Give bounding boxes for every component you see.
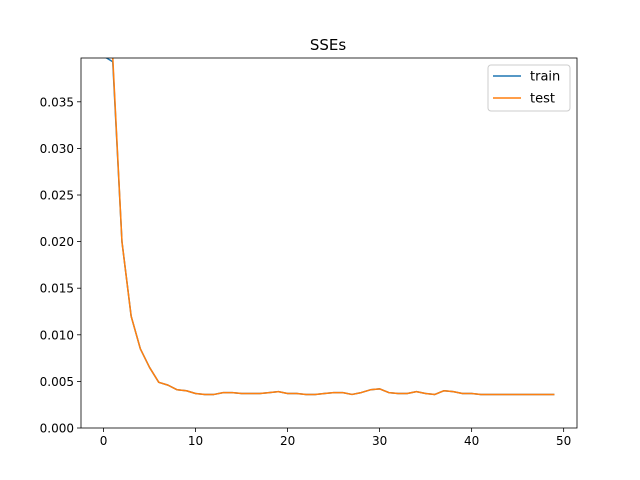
series-line-test (112, 58, 555, 396)
y-tick-label: 0.020 (40, 235, 74, 249)
chart-title: SSEs (310, 36, 347, 54)
plot-frame (80, 57, 578, 429)
x-tick-label: 10 (188, 434, 203, 448)
series-layer (105, 58, 555, 396)
x-tick-label: 40 (464, 434, 479, 448)
legend-label-test: test (530, 92, 555, 107)
y-tick-label: 0.010 (40, 328, 74, 342)
x-tick-label: 20 (280, 434, 295, 448)
x-tick-label: 30 (372, 434, 387, 448)
legend-label-train: train (530, 70, 560, 85)
y-tick-label: 0.030 (40, 142, 74, 156)
ticks-layer: 0 10 20 30 40 50 0.000 0.005 0.010 0.015 0.020 0.02… (40, 95, 572, 448)
y-tick-label: 0.025 (40, 189, 74, 203)
y-tick-label: 0.015 (40, 282, 74, 296)
y-tick-label: 0.005 (40, 375, 74, 389)
y-tick-label: 0.035 (40, 95, 74, 109)
x-tick-label: 50 (556, 434, 571, 448)
y-tick-label: 0.000 (40, 422, 74, 436)
x-tick-label: 0 (100, 434, 108, 448)
legend: train test (487, 64, 571, 112)
